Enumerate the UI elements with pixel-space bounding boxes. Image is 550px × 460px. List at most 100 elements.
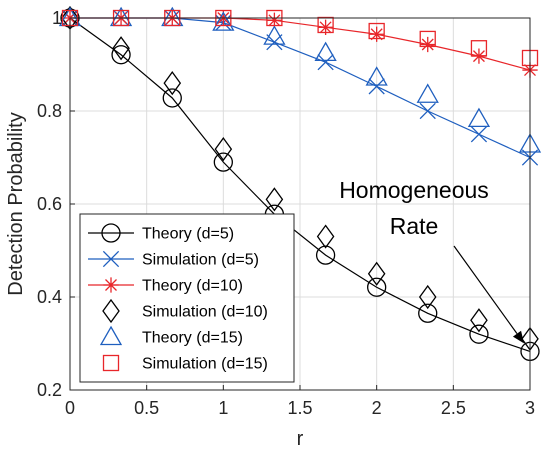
triangle-marker	[263, 25, 286, 45]
square-marker	[317, 16, 334, 34]
triangle-marker	[212, 11, 235, 31]
data-point	[266, 34, 283, 51]
legend-label: Theory (d=5)	[142, 226, 234, 243]
legend-marker	[101, 223, 121, 243]
y-tick-label: 1	[52, 8, 62, 28]
data-point	[368, 22, 385, 40]
asterisk-marker	[103, 277, 119, 293]
y-tick-label: 0.6	[37, 194, 62, 214]
asterisk-marker	[420, 36, 436, 53]
circle-marker	[367, 277, 387, 297]
asterisk-marker	[317, 19, 334, 35]
legend-marker	[99, 325, 123, 346]
x-tick-label: 3	[525, 398, 535, 418]
data-point	[317, 19, 334, 35]
circle-marker	[162, 88, 182, 108]
legend-label: Simulation (d=10)	[142, 304, 268, 321]
y-tick-label: 0.2	[37, 380, 62, 400]
legend-label: Theory (d=15)	[142, 330, 243, 347]
x-marker	[419, 102, 436, 120]
diamond-marker	[112, 36, 130, 61]
x-tick-label: 0	[65, 398, 75, 418]
data-point	[314, 41, 337, 62]
x-marker	[317, 54, 334, 71]
data-point	[416, 83, 439, 103]
homogeneous-rate-annotation: Homogeneous Rate	[339, 177, 524, 344]
x-tick-label: 1	[218, 398, 228, 418]
data-point	[316, 224, 335, 249]
diamond-marker	[265, 187, 284, 212]
diamond-marker	[418, 284, 437, 310]
diamond-marker	[214, 137, 233, 162]
square-marker	[368, 22, 385, 40]
x-marker	[368, 78, 385, 95]
legend-label: Simulation (d=15)	[142, 356, 268, 373]
annotation-line-2: Rate	[390, 213, 439, 239]
data-point	[419, 102, 436, 120]
data-point	[418, 284, 437, 310]
data-point	[317, 16, 334, 34]
axis-ticks: 0 0.5 1 1.5 2 2.5 3 0.2 0.4 0.6 0.8 1	[37, 8, 535, 418]
data-point	[112, 36, 130, 61]
y-tick-label: 0.8	[37, 101, 62, 121]
data-point	[266, 12, 283, 28]
data-point	[212, 11, 235, 31]
annotation-line-1: Homogeneous	[339, 177, 489, 203]
annotation-arrow	[453, 245, 518, 335]
data-point	[368, 78, 385, 95]
data-point	[467, 107, 491, 128]
diamond-marker	[470, 308, 488, 333]
legend-marker	[102, 354, 120, 372]
x-tick-label: 2	[372, 398, 382, 418]
data-point	[470, 126, 488, 143]
legend-marker	[102, 298, 120, 324]
data-point	[469, 324, 489, 344]
triangle-marker	[365, 66, 388, 86]
diamond-marker	[163, 70, 182, 96]
annotation-arrowhead	[512, 330, 524, 344]
data-point	[111, 45, 131, 65]
legend-marker	[103, 277, 119, 293]
data-point	[369, 26, 385, 42]
y-tick-label: 0.4	[37, 287, 62, 307]
y-axis-label: Detection Probability	[5, 112, 27, 295]
data-point	[317, 54, 334, 71]
diamond-marker	[316, 224, 335, 249]
data-point	[419, 30, 436, 48]
asterisk-marker	[266, 12, 283, 28]
triangle-marker	[416, 83, 439, 103]
data-point	[367, 261, 386, 286]
triangle-marker	[314, 41, 337, 62]
legend-marker	[102, 250, 120, 268]
diamond-marker	[367, 261, 386, 286]
data-point	[163, 70, 182, 96]
data-point	[367, 277, 387, 297]
data-point	[418, 303, 438, 323]
circle-marker	[101, 223, 121, 243]
data-point	[265, 187, 284, 212]
legend-label: Theory (d=10)	[142, 278, 243, 295]
data-point	[162, 88, 182, 108]
x-tick-label: 0.5	[134, 398, 159, 418]
x-tick-label: 2.5	[441, 398, 466, 418]
diamond-marker	[102, 298, 120, 324]
data-point	[213, 152, 233, 172]
x-marker	[470, 126, 488, 143]
data-point	[470, 40, 488, 57]
legend-box	[79, 213, 295, 383]
x-tick-label: 1.5	[287, 398, 312, 418]
legend-label: Simulation (d=5)	[142, 252, 259, 269]
data-point	[365, 66, 388, 86]
circle-marker	[315, 245, 336, 265]
x-marker	[266, 34, 283, 51]
square-marker	[470, 40, 488, 57]
circle-marker	[111, 45, 131, 65]
data-point	[315, 245, 336, 265]
series-line-0	[69, 17, 531, 352]
x-marker	[102, 250, 120, 268]
circle-marker	[418, 303, 438, 323]
triangle-marker	[467, 107, 491, 128]
data-point	[214, 137, 233, 162]
legend: Theory (d=5) Simulation (d=5) Theory (d=10…	[79, 213, 295, 383]
